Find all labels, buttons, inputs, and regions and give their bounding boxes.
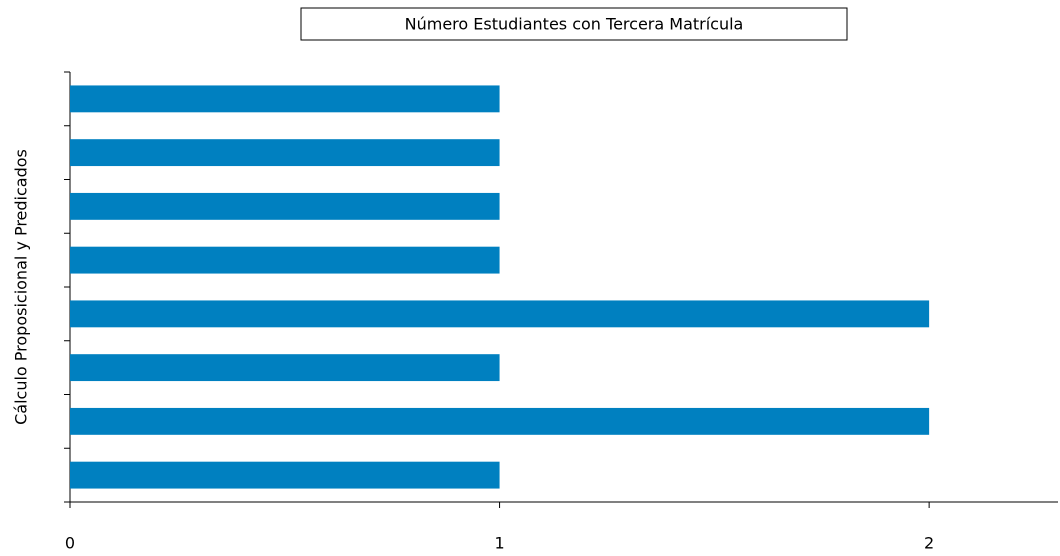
x-tick-label: 1 — [494, 534, 504, 553]
bar — [70, 139, 500, 167]
x-tick-label: 0 — [65, 534, 75, 553]
chart-title: Número Estudiantes con Tercera Matrícula — [405, 15, 744, 34]
bar — [70, 407, 930, 435]
bar — [70, 85, 500, 113]
y-axis-label: Cálculo Proposicional y Predicados — [12, 149, 31, 425]
bar — [70, 354, 500, 382]
x-tick-label: 2 — [924, 534, 934, 553]
bar — [70, 192, 500, 220]
bar — [70, 300, 930, 328]
bar — [70, 246, 500, 274]
title-box — [300, 7, 848, 41]
bar — [70, 461, 500, 489]
